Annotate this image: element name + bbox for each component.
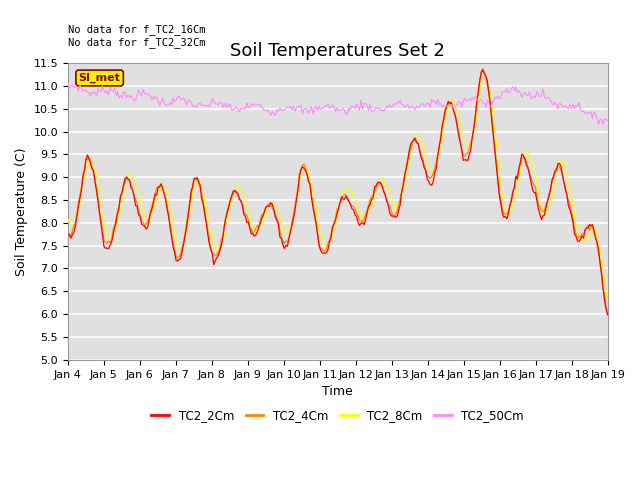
Legend: TC2_2Cm, TC2_4Cm, TC2_8Cm, TC2_50Cm: TC2_2Cm, TC2_4Cm, TC2_8Cm, TC2_50Cm (147, 404, 529, 427)
Text: No data for f_TC2_16Cm
No data for f_TC2_32Cm: No data for f_TC2_16Cm No data for f_TC2… (68, 24, 205, 48)
X-axis label: Time: Time (323, 385, 353, 398)
Text: SI_met: SI_met (79, 73, 120, 83)
Y-axis label: Soil Temperature (C): Soil Temperature (C) (15, 147, 28, 276)
Title: Soil Temperatures Set 2: Soil Temperatures Set 2 (230, 42, 445, 60)
